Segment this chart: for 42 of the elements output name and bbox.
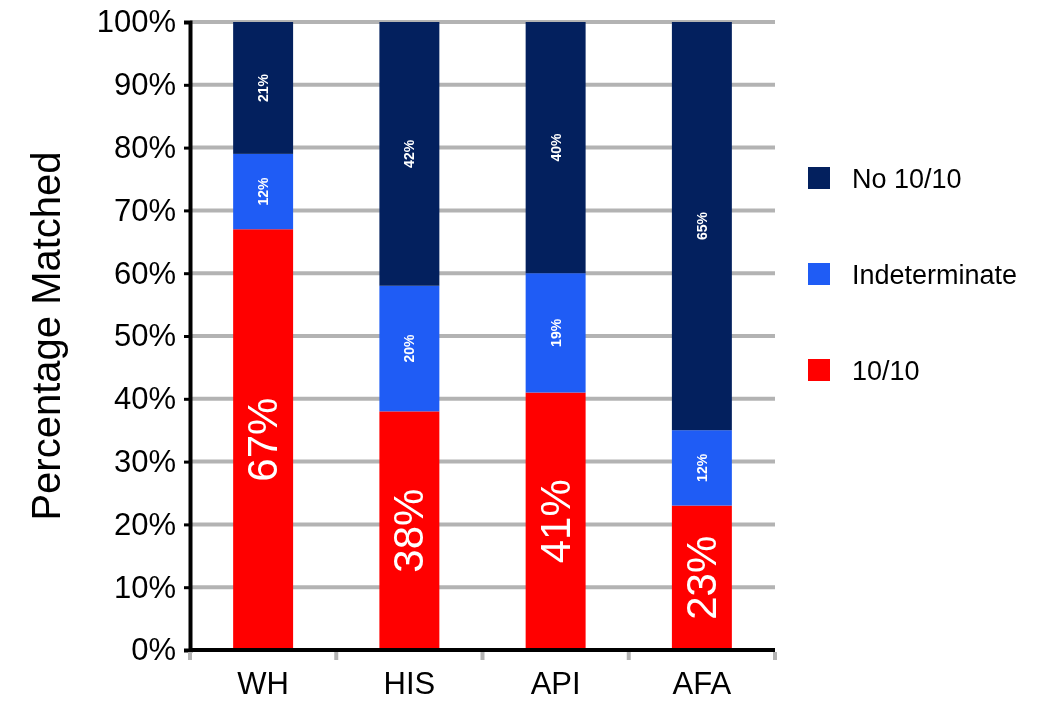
y-tick-label: 30% xyxy=(113,444,176,480)
legend-label: No 10/10 xyxy=(852,164,962,194)
x-tick-label: API xyxy=(530,666,581,701)
bar xyxy=(233,229,294,650)
bar xyxy=(525,22,586,274)
y-tick-label: 50% xyxy=(113,318,176,354)
bar xyxy=(525,392,586,650)
bar xyxy=(671,430,732,506)
data-label: 67% xyxy=(239,397,287,482)
data-label: 12% xyxy=(255,177,272,206)
data-label: 21% xyxy=(255,73,272,102)
y-tick-label: 10% xyxy=(113,569,176,605)
data-label: 38% xyxy=(385,488,433,573)
data-label: 65% xyxy=(693,211,710,241)
data-label: 20% xyxy=(401,334,418,363)
data-label: 19% xyxy=(547,318,564,347)
data-label: 40% xyxy=(547,133,564,162)
x-tick-label: WH xyxy=(237,666,289,701)
bar xyxy=(379,411,440,650)
bar xyxy=(379,22,440,286)
y-tick-label: 70% xyxy=(113,192,176,228)
bar xyxy=(233,153,294,230)
data-label: 12% xyxy=(693,453,710,482)
y-tick-label: 60% xyxy=(113,255,176,291)
legend-label: 10/10 xyxy=(852,356,920,386)
data-label: 23% xyxy=(677,535,725,620)
y-tick-label: 90% xyxy=(113,67,176,103)
x-tick-label: HIS xyxy=(383,666,436,701)
y-tick-label: 80% xyxy=(113,130,176,166)
y-axis-title: Percentage Matched xyxy=(24,151,68,521)
bar xyxy=(671,22,732,431)
y-tick-label: 0% xyxy=(131,632,176,668)
y-tick-label: 20% xyxy=(113,506,176,542)
bar xyxy=(379,285,440,412)
bar xyxy=(233,22,294,154)
legend-label: Indeterminate xyxy=(852,260,1018,290)
data-label: 42% xyxy=(401,139,418,168)
y-tick-label: 100% xyxy=(96,4,176,40)
y-tick-label: 40% xyxy=(113,381,176,417)
x-tick-label: AFA xyxy=(672,666,732,701)
bar xyxy=(525,273,586,393)
data-label: 41% xyxy=(531,479,579,564)
